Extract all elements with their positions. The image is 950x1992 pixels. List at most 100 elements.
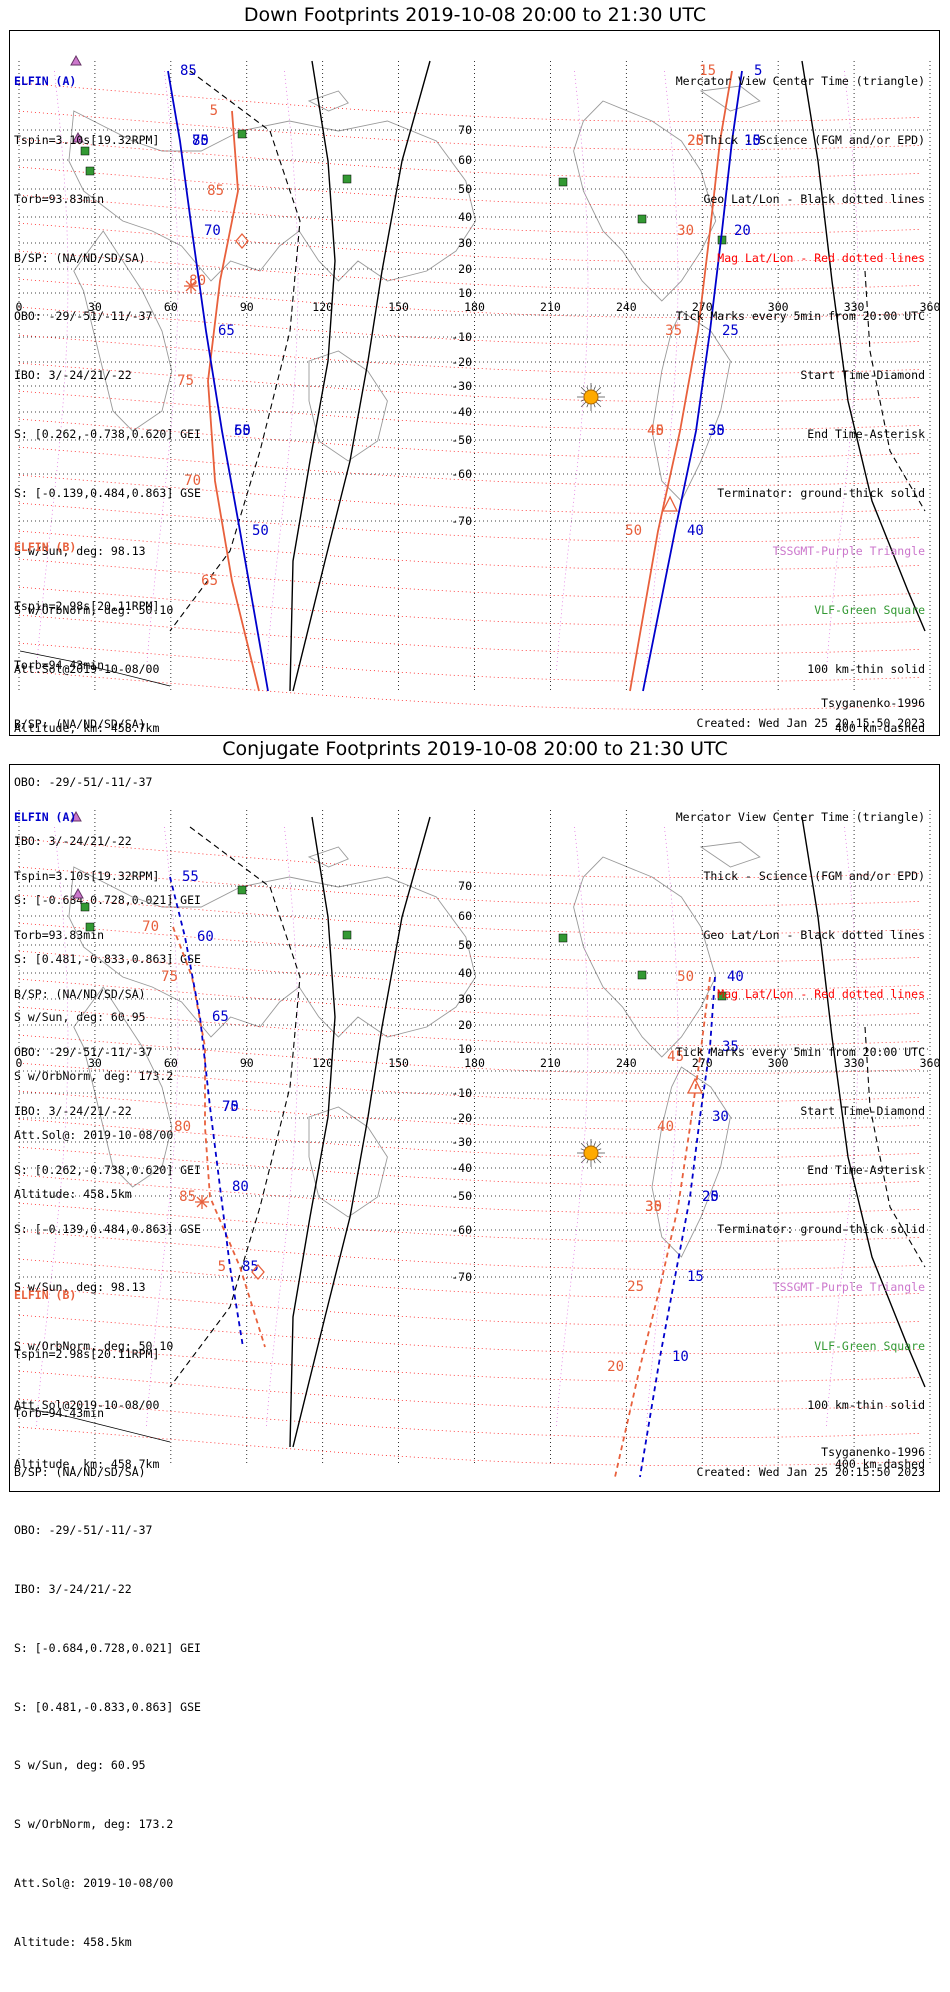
info-line: S w/Sun, deg: 60.95 bbox=[14, 1758, 146, 1773]
elfin-b-track-west-time-label: 65 bbox=[201, 573, 218, 589]
lat-tick-label: -50 bbox=[451, 433, 472, 447]
elfin-b-info: ELFIN (B) Tspin=2.98s[20.11RPM] Torb=94.… bbox=[14, 1247, 201, 1992]
info-line: Altitude: 458.5km bbox=[14, 1934, 132, 1949]
continent-outline bbox=[73, 986, 173, 1188]
info-line: Altitude, km: 458.7km bbox=[14, 1456, 160, 1471]
legend-item: TSSGMT-Purple Triangle bbox=[772, 544, 925, 559]
terminator bbox=[801, 60, 926, 632]
mag-meridian bbox=[556, 826, 589, 1428]
terminator bbox=[289, 816, 336, 1448]
info-line: Torb=94.43min bbox=[14, 657, 105, 672]
elfin-a-track-east-time-label: 10 bbox=[672, 1349, 689, 1365]
continent-outline bbox=[308, 1106, 388, 1218]
created-label: Created: Wed Jan 25 20:15:50 2023 bbox=[696, 716, 925, 730]
vlf-site-square bbox=[237, 129, 247, 139]
info-line: S: [-0.684,0.728,0.021] GEI bbox=[14, 1640, 201, 1655]
info-line: S: [-0.139,0.484,0.863] GSE bbox=[14, 485, 201, 500]
elfin-b-track-west-time-label: 85 bbox=[207, 183, 224, 199]
info-line: OBO: -29/-51/-11/-37 bbox=[14, 775, 153, 790]
elfin-b-track-west-time-label: 75 bbox=[161, 969, 178, 985]
mag-meridian bbox=[646, 826, 679, 1428]
legend-item: Mag Lat/Lon - Red dotted lines bbox=[717, 986, 925, 1001]
legend-item: Start Time-Diamond bbox=[800, 368, 925, 383]
mag-meridian bbox=[36, 70, 69, 672]
info-line: Att.Sol@2019-10-08/00 bbox=[14, 662, 160, 676]
lat-tick-label: 40 bbox=[458, 966, 472, 980]
legend-item: Mercator View Center Time (triangle) bbox=[675, 810, 925, 825]
terminator bbox=[801, 816, 926, 1388]
info-line: S: [0.481,-0.833,0.863] GSE bbox=[14, 1699, 201, 1714]
elfin-b-track-west-time-label: 5 bbox=[218, 1259, 226, 1275]
elfin-a-track-east-time-label: 25 bbox=[722, 323, 739, 339]
lon-tick-label: 0 bbox=[16, 1056, 23, 1070]
continent-outline bbox=[68, 866, 477, 1038]
info-line: IBO: 3/-24/21/-22 bbox=[14, 834, 132, 849]
info-line: OBO: -29/-51/-11/-37 bbox=[14, 1045, 153, 1060]
lat-tick-label: -30 bbox=[451, 379, 472, 393]
elfin-b-track-east-time-label: 30 bbox=[677, 223, 694, 239]
lon-tick-label: 90 bbox=[240, 300, 254, 314]
continent-outline bbox=[699, 85, 761, 112]
lat-tick-label: 60 bbox=[458, 909, 472, 923]
elfin-a-track-west-time-label: 85 bbox=[242, 1259, 259, 1275]
continent-outline bbox=[651, 1066, 731, 1258]
lon-tick-label: 240 bbox=[616, 1056, 637, 1070]
legend-item: End Time-Asterisk bbox=[807, 426, 925, 441]
legend-item: Mag Lat/Lon - Red dotted lines bbox=[717, 250, 925, 265]
continent-outline bbox=[573, 100, 717, 302]
elfin-b-track-west-time-label: 5 bbox=[210, 103, 218, 119]
elfin-a-header: ELFIN (A) bbox=[14, 74, 77, 89]
elfin-a-track-west-time-label: 50 bbox=[252, 523, 269, 539]
lat-tick-label: -20 bbox=[451, 1111, 472, 1125]
aurora-edge bbox=[19, 650, 171, 687]
elfin-a-track-east-time-label: 15 bbox=[744, 133, 761, 149]
conjugate-map: 0 30 60 90 120 150 180 210 240 270 300 330 360706050… bbox=[16, 810, 939, 1478]
lat-tick-label: -70 bbox=[451, 514, 472, 528]
legend: Mercator View Center Time (triangle) Thi… bbox=[676, 769, 925, 1514]
vlf-site-square bbox=[342, 174, 352, 184]
info-line: Tspin=3.10s[19.32RPM] bbox=[14, 132, 160, 147]
elfin-b-track-west bbox=[172, 926, 266, 1348]
elfin-a-track-east-time-label: 40 bbox=[727, 969, 744, 985]
vlf-site-square bbox=[717, 991, 727, 1001]
mag-meridian bbox=[556, 70, 589, 672]
info-line: Tspin=3.10s[19.32RPM] bbox=[14, 868, 160, 883]
conjugate-map-frame: 0 30 60 90 120 150 180 210 240 270 300 330 360 70 60 50… bbox=[9, 764, 940, 1949]
elfin-a-info: ELFIN (A) Tspin=3.10s[19.32RPM] Torb=93.… bbox=[14, 769, 201, 1514]
elfin-a-track-east-time-label: 20 bbox=[702, 1189, 719, 1205]
lat-tick-label: 10 bbox=[458, 286, 472, 300]
info-line: Torb=94.43min bbox=[14, 1405, 105, 1420]
lon-tick-label: 330 bbox=[844, 1056, 865, 1070]
lon-tick-label: 180 bbox=[464, 1056, 485, 1070]
elfin-a-track-west-time-label: 55 bbox=[182, 869, 199, 885]
elfin-b-header: ELFIN (B) bbox=[14, 1288, 77, 1303]
created-label: Created: Wed Jan 25 20:15:50 2023 bbox=[696, 1465, 925, 1479]
mag-meridian bbox=[646, 70, 679, 672]
lon-tick-label: 150 bbox=[388, 1056, 409, 1070]
lat-tick-label: -60 bbox=[451, 1223, 472, 1237]
continent-outline bbox=[308, 350, 388, 462]
elfin-a-track-west-time-label: 60 bbox=[197, 929, 214, 945]
vlf-site-square bbox=[558, 933, 568, 943]
elfin-a-track-east bbox=[642, 70, 743, 692]
lon-tick-label: 300 bbox=[768, 1056, 789, 1070]
info-line: Tspin=2.98s[20.11RPM] bbox=[14, 598, 160, 613]
elfin-a-track-west-time-label: 70 bbox=[204, 223, 221, 239]
elfin-a-track-west-time-label: 80 bbox=[192, 133, 209, 149]
legend-item: Tick Marks every 5min from 20:00 UTC bbox=[675, 1045, 925, 1060]
lat-tick-label: 60 bbox=[458, 153, 472, 167]
vlf-site-square bbox=[80, 146, 90, 156]
legend-item: Tick Marks every 5min from 20:00 UTC bbox=[675, 309, 925, 324]
elfin-a-track-east-time-label: 15 bbox=[687, 1269, 704, 1285]
legend-item: 400 km-dashed bbox=[834, 720, 925, 735]
elfin-a-track-east-time-label: 30 bbox=[712, 1109, 729, 1125]
lat-tick-label: 10 bbox=[458, 1042, 472, 1056]
info-line: B/SP: (NA/ND/SD/SA) bbox=[14, 250, 146, 265]
legend-item: 100 km-thin solid bbox=[807, 1398, 925, 1412]
lat-tick-label: -10 bbox=[451, 330, 472, 344]
lon-tick-label: 360 bbox=[920, 300, 939, 314]
mag-meridian bbox=[266, 826, 299, 1428]
elfin-b-track-east-time-label: 15 bbox=[699, 63, 716, 79]
tssgmt-triangle bbox=[72, 131, 84, 143]
info-line: S w/OrbNorm, deg: 173.2 bbox=[14, 1817, 174, 1832]
